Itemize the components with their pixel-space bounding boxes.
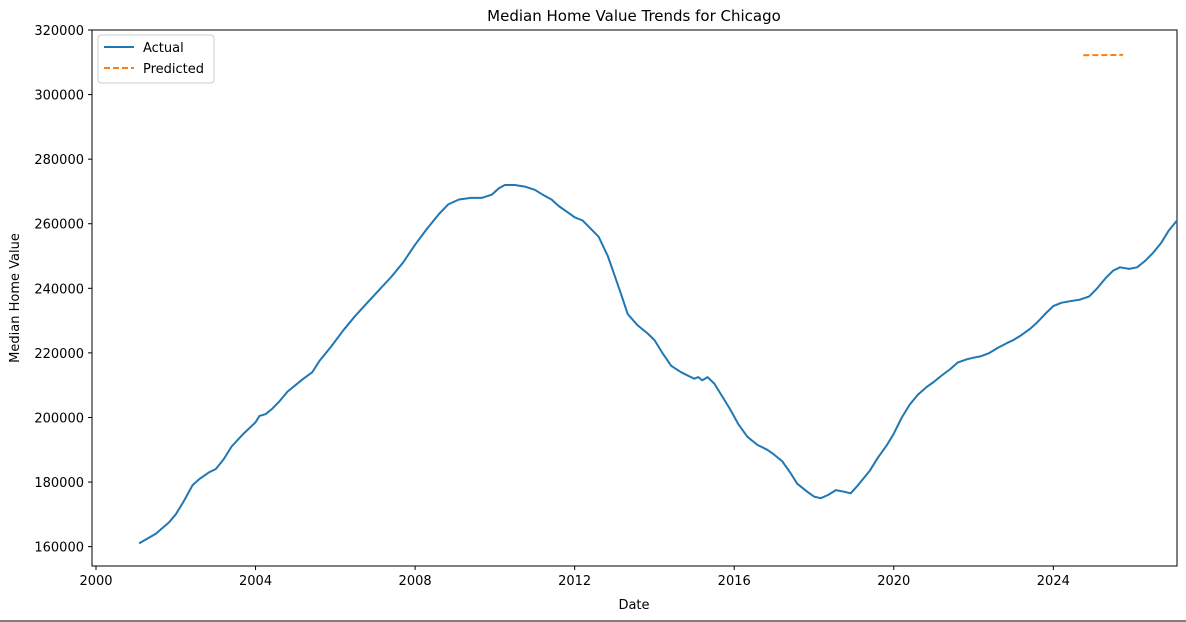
series-layer xyxy=(138,53,1178,545)
y-tick-label: 160000 xyxy=(34,541,84,556)
legend-predicted-label: Predicted xyxy=(143,62,204,77)
y-tick-label: 320000 xyxy=(34,24,84,39)
x-tick-label: 2000 xyxy=(79,574,112,589)
series-line-actual xyxy=(138,184,1178,545)
y-tick-label: 200000 xyxy=(34,411,84,426)
y-axis-label: Median Home Value xyxy=(8,233,23,363)
x-tick-label: 2008 xyxy=(399,574,432,589)
y-tick-label: 260000 xyxy=(34,218,84,233)
x-axis: 2000 2004 2008 2012 2016 2020 2024 xyxy=(79,566,1070,589)
chart-title: Median Home Value Trends for Chicago xyxy=(487,7,781,25)
x-tick-label: 2020 xyxy=(877,574,910,589)
plot-frame xyxy=(91,29,1178,567)
y-axis: 160000 180000 200000 220000 240000 260000 2800… xyxy=(34,24,92,556)
y-tick-label: 220000 xyxy=(34,347,84,362)
x-tick-label: 2012 xyxy=(558,574,591,589)
x-tick-label: 2016 xyxy=(718,574,751,589)
y-tick-label: 280000 xyxy=(34,153,84,168)
x-tick-label: 2004 xyxy=(239,574,272,589)
y-tick-label: 300000 xyxy=(34,89,84,104)
x-tick-label: 2024 xyxy=(1037,574,1070,589)
y-tick-label: 180000 xyxy=(34,476,84,491)
legend-actual-label: Actual xyxy=(143,41,184,56)
plot-area: 2000 2004 2008 2012 2016 2020 2024 160000 18000… xyxy=(34,24,1178,589)
x-axis-label: Date xyxy=(618,598,649,613)
legend: Actual Predicted xyxy=(97,34,215,84)
y-tick-label: 240000 xyxy=(34,282,84,297)
